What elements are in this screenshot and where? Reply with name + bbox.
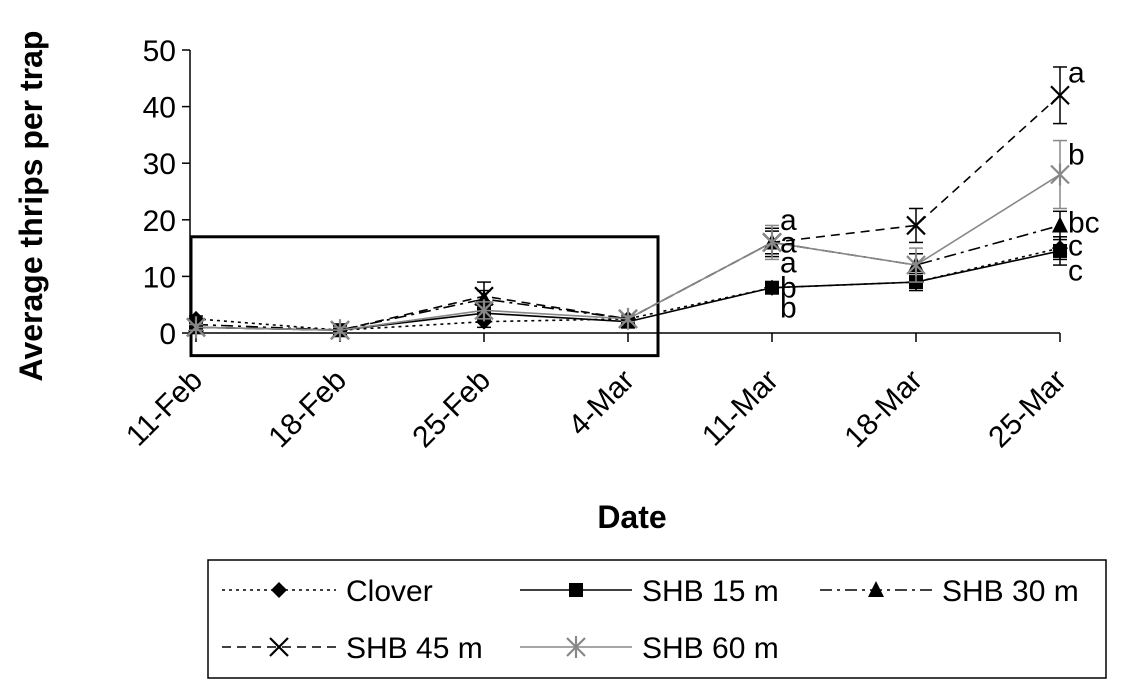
data-point xyxy=(906,254,926,277)
data-point xyxy=(618,307,638,330)
data-point xyxy=(762,231,782,254)
plot-area: 0 10 20 30 40 50 11-Feb 18-Feb 25-Feb 4-Mar 11-Mar… xyxy=(120,35,1100,454)
y-tick-label: 0 xyxy=(159,318,176,351)
y-tick-label: 30 xyxy=(143,148,176,181)
data-point xyxy=(1052,216,1068,233)
x-tick-label: 18-Mar xyxy=(838,364,929,455)
legend-item: SHB 45 m xyxy=(222,632,483,665)
x-tick-label: 25-Mar xyxy=(982,364,1073,455)
significance-letter: a xyxy=(780,246,797,279)
x-tick-label: 18-Feb xyxy=(262,364,353,455)
x-tick-label: 11-Mar xyxy=(696,364,785,453)
data-point xyxy=(1050,85,1070,106)
legend-label: SHB 45 m xyxy=(346,632,483,665)
legend-marker xyxy=(271,582,287,598)
significance-letter: b xyxy=(780,272,797,305)
legend: Clover SHB 15 m SHB 30 m SHB 45 m SHB 60 m xyxy=(207,559,1107,679)
data-point xyxy=(474,299,494,322)
legend-label: SHB 60 m xyxy=(642,632,779,665)
data-point xyxy=(186,316,206,339)
significance-letter: bc xyxy=(1068,207,1100,240)
significance-letter: b xyxy=(780,292,797,325)
legend-label: SHB 15 m xyxy=(642,575,779,608)
data-point xyxy=(906,215,926,236)
legend-item: SHB 15 m xyxy=(520,575,779,608)
legend-marker xyxy=(269,637,289,657)
x-tick-label: 25-Feb xyxy=(406,364,497,455)
legend-box xyxy=(207,559,1107,679)
series-shb-60-m xyxy=(186,139,1070,342)
significance-letter: c xyxy=(1068,255,1083,288)
series-shb-45-m xyxy=(186,66,1070,340)
x-tick-label: 11-Feb xyxy=(120,364,209,453)
significance-letter: c xyxy=(1068,229,1083,262)
legend-item: SHB 60 m xyxy=(520,632,779,665)
significance-letter: a xyxy=(780,226,797,259)
legend-marker xyxy=(569,583,583,597)
x-tick-label: 4-Mar xyxy=(562,364,641,443)
y-tick-label: 20 xyxy=(143,205,176,238)
significance-letter: a xyxy=(780,204,797,237)
significance-letter: b xyxy=(1068,139,1085,172)
data-point xyxy=(1053,243,1067,258)
legend-item: Clover xyxy=(222,575,433,608)
significance-letter: a xyxy=(1068,57,1085,90)
x-axis-title: Date xyxy=(597,499,666,535)
data-point xyxy=(1050,163,1070,186)
highlight-box xyxy=(189,235,660,358)
y-tick-label: 40 xyxy=(143,92,176,125)
data-point xyxy=(765,280,779,295)
series-line xyxy=(195,94,1061,331)
y-tick-label: 50 xyxy=(143,35,176,68)
legend-marker xyxy=(566,636,586,658)
y-axis-title: Average thrips per trap xyxy=(13,31,49,382)
legend-item: SHB 30 m xyxy=(820,575,1079,608)
legend-label: SHB 30 m xyxy=(942,575,1079,608)
legend-marker xyxy=(868,581,884,597)
y-tick-label: 10 xyxy=(143,261,176,294)
data-point xyxy=(330,319,350,342)
legend-label: Clover xyxy=(346,575,433,608)
series-line xyxy=(195,173,1061,331)
